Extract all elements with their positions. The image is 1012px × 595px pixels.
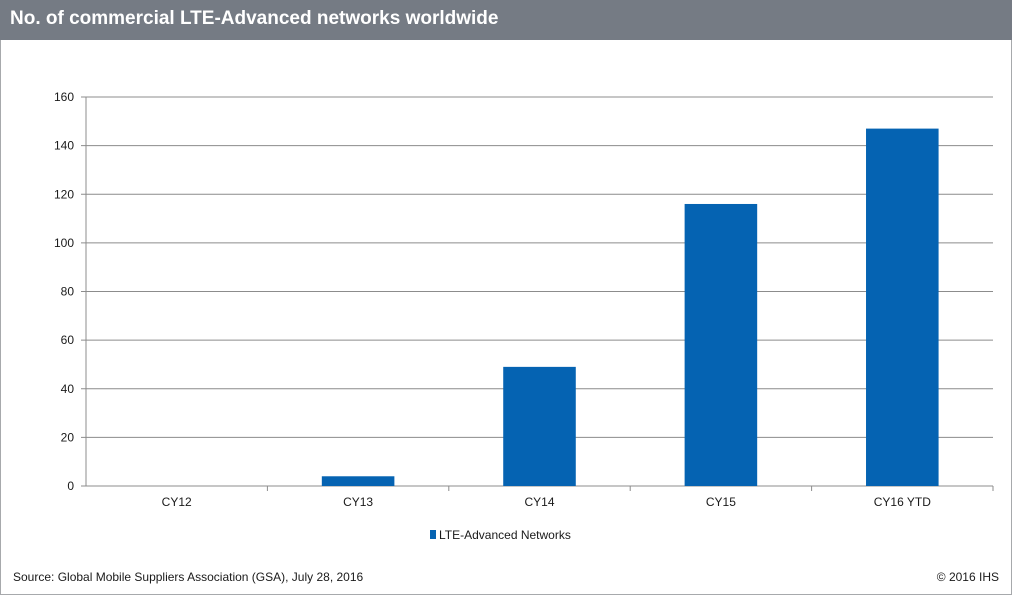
- y-tick-label: 20: [61, 430, 75, 444]
- chart-title: No. of commercial LTE-Advanced networks …: [10, 8, 499, 29]
- legend-label: LTE-Advanced Networks: [439, 528, 571, 542]
- x-tick-label: CY14: [524, 495, 554, 509]
- y-tick-label: 40: [61, 382, 75, 396]
- x-tick-label: CY15: [706, 495, 736, 509]
- x-tick-label: CY16 YTD: [874, 495, 931, 509]
- y-tick-label: 160: [54, 90, 74, 104]
- legend-swatch: [430, 530, 436, 539]
- bar-cy15: [684, 203, 758, 486]
- source-note: Source: Global Mobile Suppliers Associat…: [13, 570, 364, 584]
- bar-cy16-ytd: [866, 128, 939, 486]
- y-tick-label: 140: [54, 139, 74, 153]
- y-tick-label: 100: [54, 236, 74, 250]
- x-tick-label: CY12: [162, 495, 192, 509]
- bar-cy14: [503, 366, 576, 486]
- copyright-note: © 2016 IHS: [936, 570, 999, 584]
- y-tick-label: 120: [54, 187, 74, 201]
- y-tick-label: 60: [61, 333, 75, 347]
- title-bar: No. of commercial LTE-Advanced networks …: [0, 0, 1012, 40]
- y-tick-label: 0: [67, 479, 74, 493]
- bar-cy13: [321, 476, 395, 486]
- y-tick-label: 80: [61, 285, 75, 299]
- x-tick-label: CY13: [343, 495, 373, 509]
